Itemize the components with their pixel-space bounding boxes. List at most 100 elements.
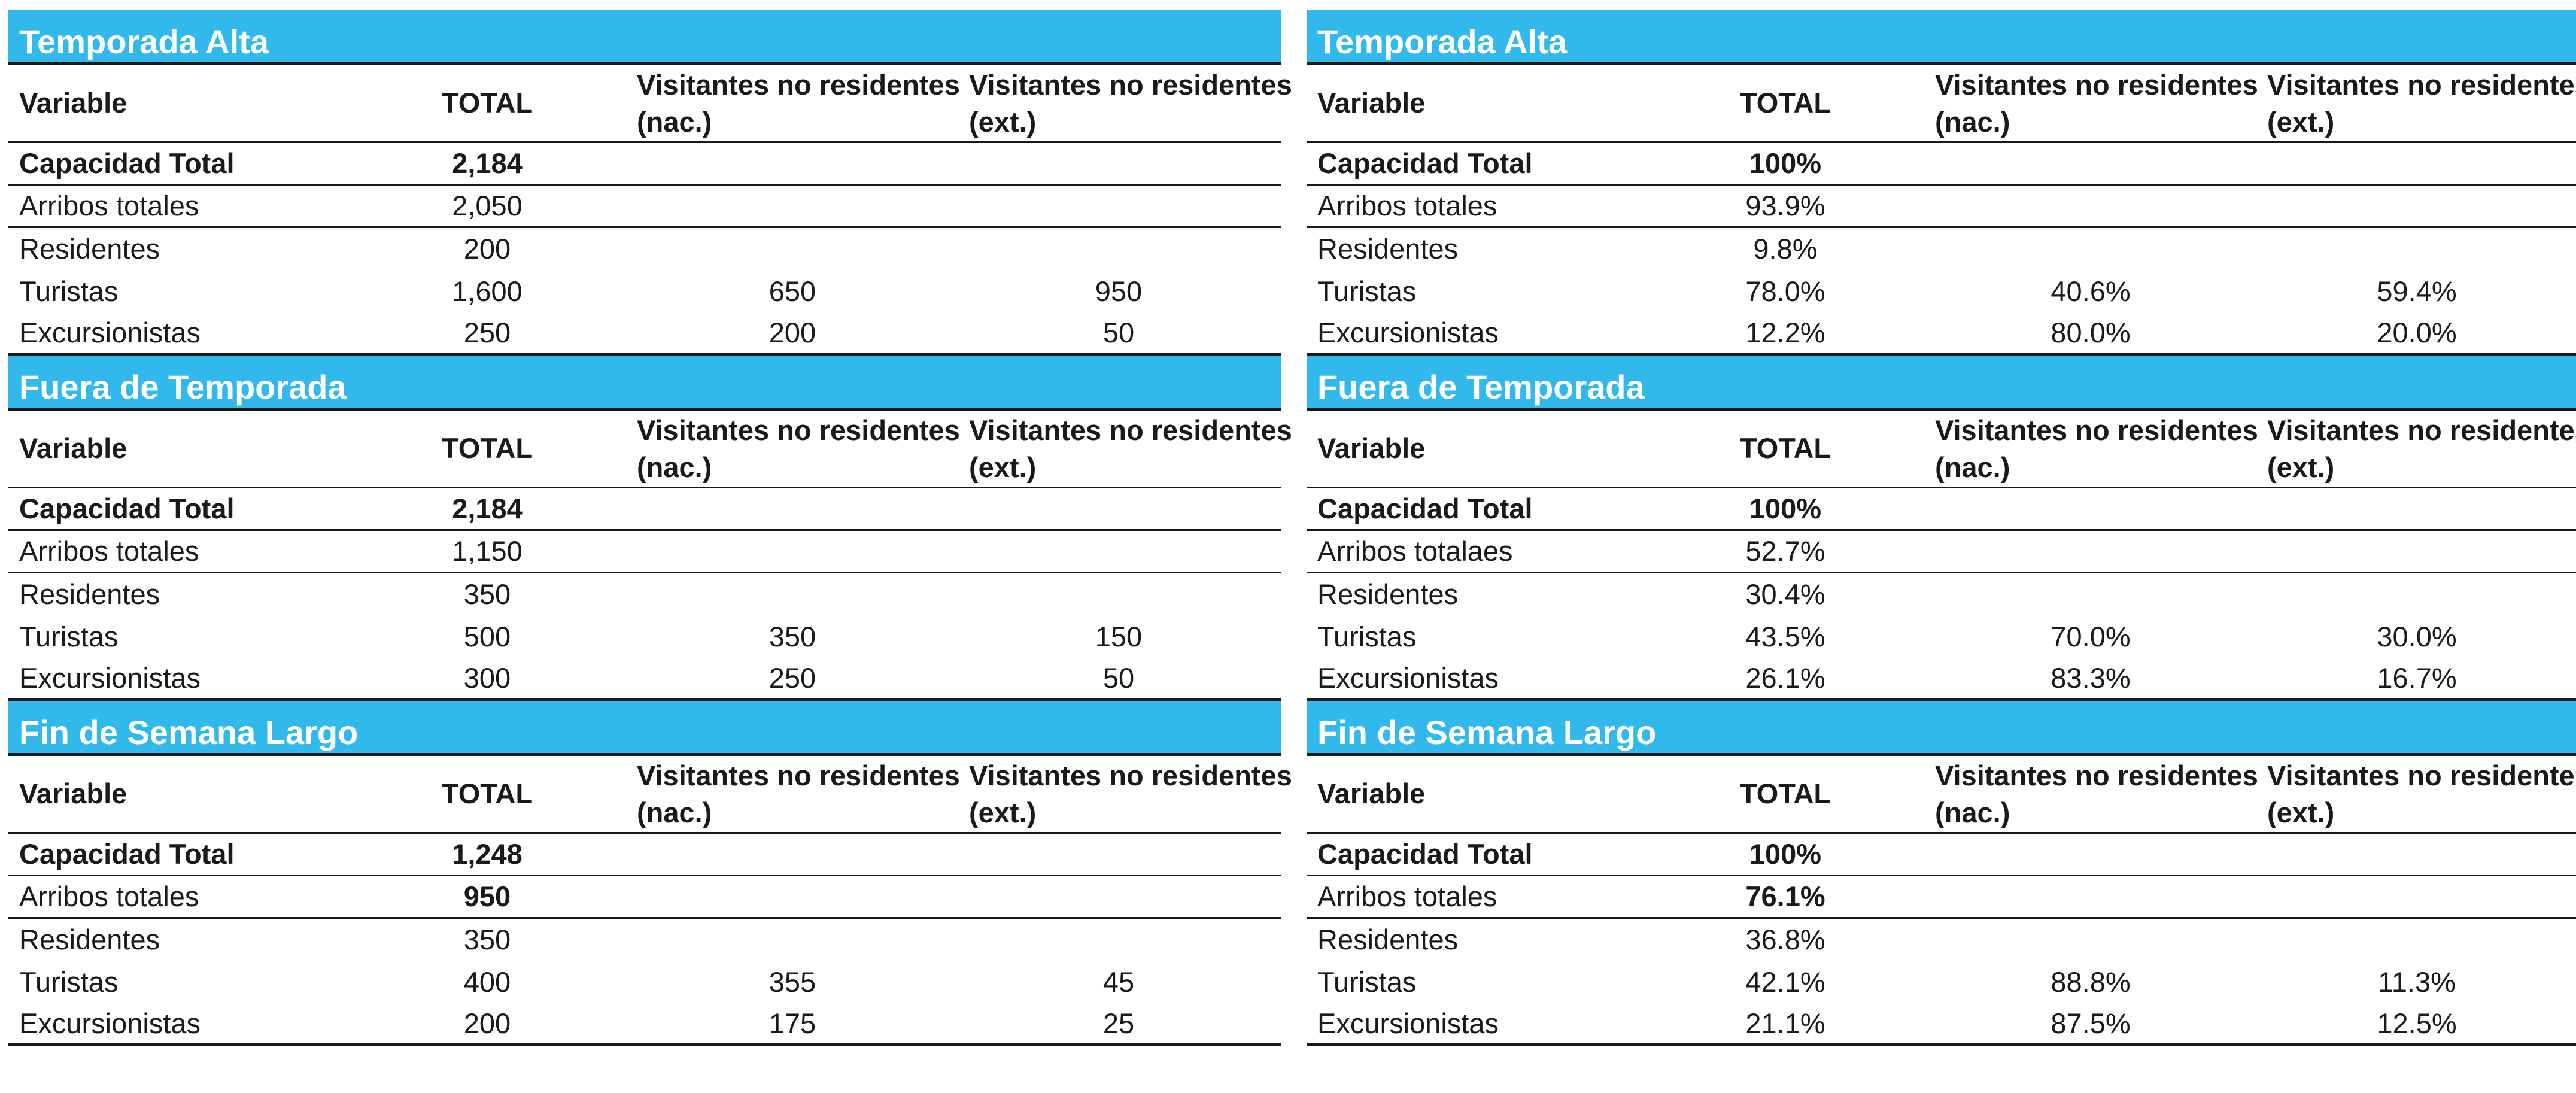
header-variable: Variable bbox=[1317, 432, 1426, 464]
row-total: 1,248 bbox=[452, 837, 523, 870]
table-row: Residentes 36.8% bbox=[1307, 919, 2576, 961]
row-total: 36.8% bbox=[1745, 924, 1825, 956]
row-visitors-foreign: 45 bbox=[1102, 966, 1135, 998]
row-visitors-foreign: 30.0% bbox=[2377, 621, 2457, 653]
row-total: 78.0% bbox=[1745, 275, 1825, 308]
header-variable: Variable bbox=[1317, 778, 1426, 810]
header-visitors-foreign: Visitantes no residentes (ext.) bbox=[2267, 414, 2576, 483]
row-label: Turistas bbox=[19, 621, 119, 653]
row-visitors-national: 650 bbox=[768, 275, 816, 308]
row-label: Capacidad Total bbox=[19, 147, 235, 179]
table-row: Capacidad Total 2,184 bbox=[8, 488, 1281, 531]
header-visitors-foreign: Visitantes no residentes (ext.) bbox=[969, 414, 1292, 483]
row-total: 21.1% bbox=[1745, 1007, 1825, 1039]
table-header-row: Variable TOTAL Visitantes no residentes (n… bbox=[1307, 756, 2576, 834]
header-variable: Variable bbox=[1317, 87, 1426, 119]
row-label: Arribos totales bbox=[1317, 189, 1497, 221]
row-visitors-national: 250 bbox=[768, 661, 816, 694]
row-visitors-foreign: 950 bbox=[1095, 275, 1143, 308]
left-table-column: Temporada Alta Variable TOTAL Visitantes no… bbox=[8, 10, 1292, 1046]
row-label: Excursionistas bbox=[19, 661, 201, 694]
row-visitors-foreign: 25 bbox=[1102, 1007, 1135, 1039]
row-label: Turistas bbox=[1317, 621, 1417, 653]
table-row: Capacidad Total 1,248 bbox=[8, 834, 1281, 876]
row-label: Residentes bbox=[1317, 233, 1459, 265]
row-total: 2,050 bbox=[452, 189, 523, 221]
table-row: Arribos totales 93.9% bbox=[1307, 186, 2576, 228]
row-visitors-foreign: 150 bbox=[1095, 621, 1143, 653]
row-total: 100% bbox=[1749, 837, 1822, 870]
row-total: 42.1% bbox=[1745, 966, 1825, 998]
row-visitors-foreign: 50 bbox=[1102, 661, 1135, 694]
row-total: 350 bbox=[463, 578, 511, 611]
section-title: Temporada Alta bbox=[1307, 10, 2576, 65]
table-header-row: Variable TOTAL Visitantes no residentes (n… bbox=[8, 411, 1292, 488]
header-visitors-national: Visitantes no residentes (nac.) bbox=[1935, 760, 2258, 828]
row-total: 2,184 bbox=[452, 147, 523, 179]
table-row: Excursionistas 12.2% 80.0% 20.0% bbox=[1307, 313, 2576, 356]
row-total: 52.7% bbox=[1745, 535, 1825, 567]
row-total: 400 bbox=[463, 966, 511, 998]
row-visitors-foreign: 16.7% bbox=[2377, 661, 2457, 694]
row-label: Residentes bbox=[1317, 924, 1459, 956]
table-section: Temporada Alta Variable TOTAL Visitantes no… bbox=[8, 10, 1292, 356]
table-row: Turistas 43.5% 70.0% 30.0% bbox=[1307, 616, 2576, 658]
row-total: 200 bbox=[463, 233, 511, 265]
table-section: Fuera de Temporada Variable TOTAL Visitante… bbox=[1307, 356, 2576, 701]
header-visitors-foreign: Visitantes no residentes (ext.) bbox=[969, 760, 1292, 828]
table-row: Turistas 78.0% 40.6% 59.4% bbox=[1307, 271, 2576, 313]
row-total: 500 bbox=[463, 621, 511, 653]
header-total: TOTAL bbox=[1739, 778, 1831, 810]
row-label: Turistas bbox=[19, 275, 119, 308]
row-label: Arribos totales bbox=[19, 880, 199, 912]
header-variable: Variable bbox=[19, 432, 127, 464]
row-visitors-national: 87.5% bbox=[2051, 1007, 2131, 1039]
header-total: TOTAL bbox=[1739, 432, 1831, 464]
table-header-row: Variable TOTAL Visitantes no residentes (n… bbox=[1307, 65, 2576, 143]
table-section: Temporada Alta Variable TOTAL Visitantes no… bbox=[1307, 10, 2576, 356]
row-visitors-national: 355 bbox=[768, 966, 816, 998]
row-visitors-foreign: 20.0% bbox=[2377, 316, 2457, 348]
row-label: Residentes bbox=[19, 578, 160, 611]
row-visitors-foreign: 50 bbox=[1102, 316, 1135, 348]
row-label: Arribos totales bbox=[1317, 880, 1497, 912]
row-label: Arribos totales bbox=[19, 189, 199, 221]
row-visitors-national: 80.0% bbox=[2051, 316, 2131, 348]
table-row: Residentes 9.8% bbox=[1307, 228, 2576, 271]
row-label: Capacidad Total bbox=[1317, 492, 1533, 524]
row-label: Capacidad Total bbox=[19, 837, 235, 870]
table-row: Turistas 1,600 650 950 bbox=[8, 271, 1281, 313]
row-visitors-foreign: 11.3% bbox=[2378, 966, 2456, 998]
row-total: 43.5% bbox=[1745, 621, 1825, 653]
table-section: Fin de Semana Largo Variable TOTAL Visitant… bbox=[8, 701, 1292, 1046]
table-section: Fuera de Temporada Variable TOTAL Visitante… bbox=[8, 356, 1292, 701]
header-visitors-national: Visitantes no residentes (nac.) bbox=[1935, 414, 2258, 483]
table-row: Capacidad Total 2,184 bbox=[8, 143, 1281, 186]
table-row: Residentes 350 bbox=[8, 919, 1281, 961]
row-label: Residentes bbox=[19, 233, 160, 265]
row-total: 1,150 bbox=[452, 535, 523, 567]
row-total: 100% bbox=[1749, 492, 1822, 524]
row-total: 1,600 bbox=[452, 275, 523, 308]
row-total: 2,184 bbox=[452, 492, 523, 524]
row-total: 93.9% bbox=[1745, 189, 1825, 221]
row-label: Residentes bbox=[19, 924, 160, 956]
row-label: Capacidad Total bbox=[19, 492, 235, 524]
header-visitors-national: Visitantes no residentes (nac.) bbox=[637, 760, 960, 828]
row-visitors-national: 40.6% bbox=[2051, 275, 2131, 308]
table-row: Excursionistas 300 250 50 bbox=[8, 658, 1281, 701]
right-table-column: Temporada Alta Variable TOTAL Visitantes no… bbox=[1307, 10, 2576, 1046]
row-total: 200 bbox=[463, 1007, 511, 1039]
section-title: Fin de Semana Largo bbox=[8, 701, 1281, 756]
table-header-row: Variable TOTAL Visitantes no residentes (n… bbox=[8, 756, 1292, 834]
row-total: 76.1% bbox=[1745, 880, 1825, 912]
row-total: 9.8% bbox=[1753, 233, 1818, 265]
table-row: Turistas 42.1% 88.8% 11.3% bbox=[1307, 961, 2576, 1004]
row-total: 300 bbox=[463, 661, 511, 694]
row-visitors-national: 350 bbox=[768, 621, 816, 653]
table-row: Excursionistas 200 175 25 bbox=[8, 1004, 1281, 1046]
table-row: Residentes 30.4% bbox=[1307, 573, 2576, 616]
header-visitors-foreign: Visitantes no residentes (ext.) bbox=[2267, 69, 2576, 138]
header-variable: Variable bbox=[19, 778, 127, 810]
header-visitors-foreign: Visitantes no residentes (ext.) bbox=[2267, 760, 2576, 828]
